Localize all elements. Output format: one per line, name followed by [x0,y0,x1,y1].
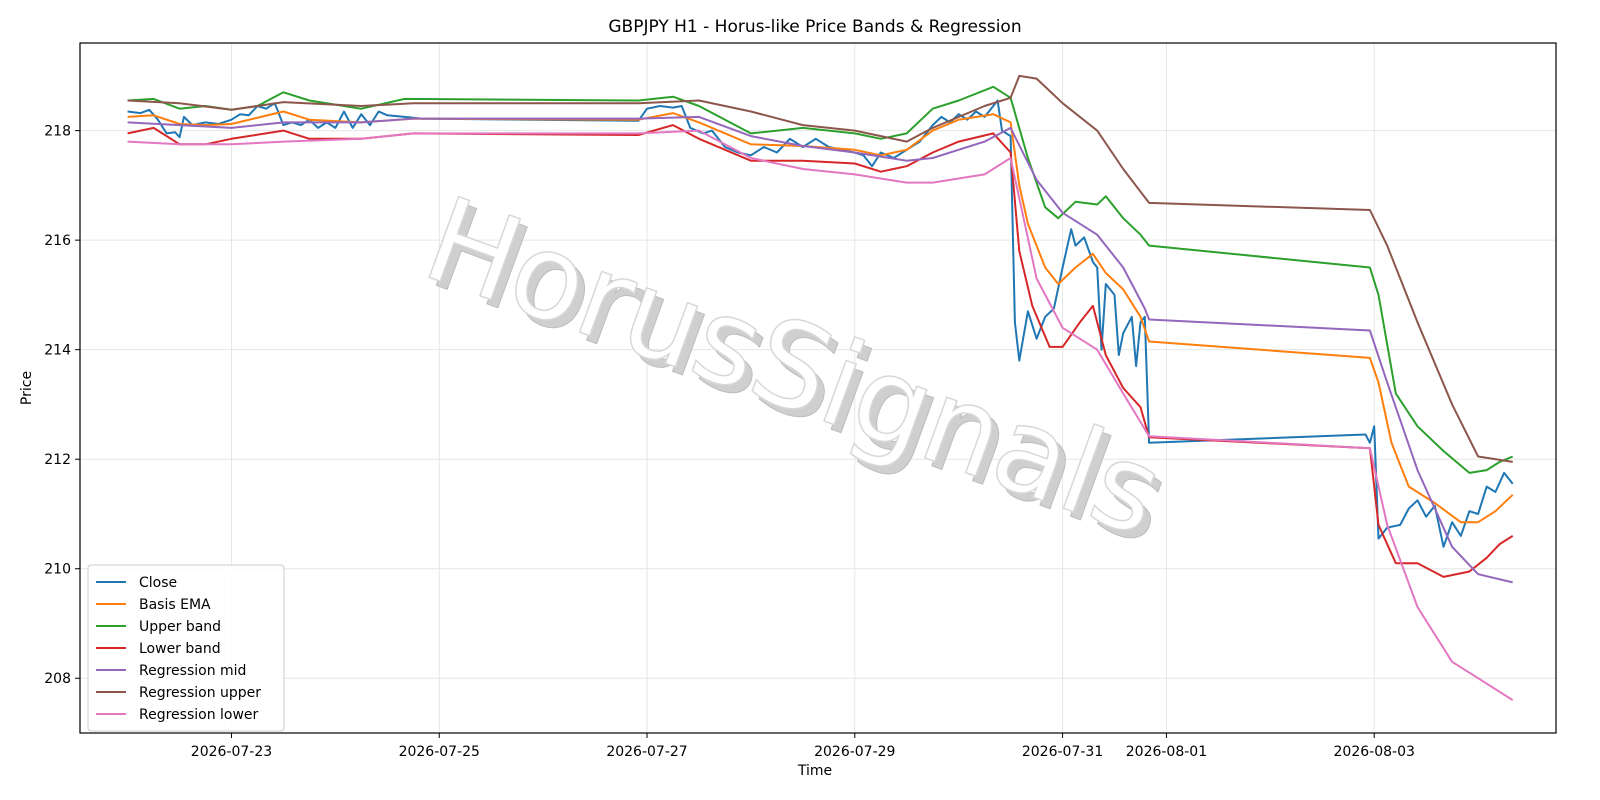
legend-label: Regression lower [139,707,259,723]
legend-label: Lower band [139,641,221,657]
grid [80,43,1556,733]
legend-label: Basis EMA [139,597,211,613]
x-tick-label: 2026-07-29 [814,744,895,760]
x-axis-ticks: 2026-07-23 2026-07-25 2026-07-27 2026-07-29… [191,733,1415,760]
x-tick-label: 2026-07-31 [1022,744,1103,760]
y-tick-label: 216 [44,233,71,249]
x-tick-label: 2026-07-27 [606,744,687,760]
plot-frame [79,42,1557,734]
x-tick-label: 2026-07-25 [399,744,480,760]
x-tick-label: 2026-08-01 [1126,744,1207,760]
series-line-upper-band [127,85,1514,474]
legend-label: Regression upper [139,685,261,701]
legend-label: Upper band [139,619,221,635]
legend-label: Regression mid [139,663,246,679]
watermark-text: HorusSignals [409,170,1179,563]
watermark: HorusSignals HorusSignals [408,169,1187,571]
series-lines [127,74,1514,701]
y-tick-label: 214 [44,343,71,359]
series-line-regression-lower [127,129,1514,701]
legend-label: Close [139,575,177,591]
x-tick-label: 2026-08-03 [1334,744,1415,760]
y-tick-label: 210 [44,562,71,578]
series-line-regression-mid [127,115,1513,584]
y-axis-ticks: 208 210 212 214 216 218 [44,124,80,687]
x-axis-label: Time [797,763,832,779]
legend-box [87,564,285,732]
y-axis-label: Price [19,371,35,405]
series-line-regression-upper [127,74,1513,463]
legend: Close Basis EMA Upper band Lower band Regres… [87,564,285,732]
y-tick-label: 218 [44,124,71,140]
chart-title: GBPJPY H1 - Horus-like Price Bands & Reg… [608,17,1021,37]
series-line-basis-ema [127,110,1514,524]
y-tick-label: 212 [44,452,71,468]
x-tick-label: 2026-07-23 [191,744,272,760]
y-tick-label: 208 [44,671,71,687]
